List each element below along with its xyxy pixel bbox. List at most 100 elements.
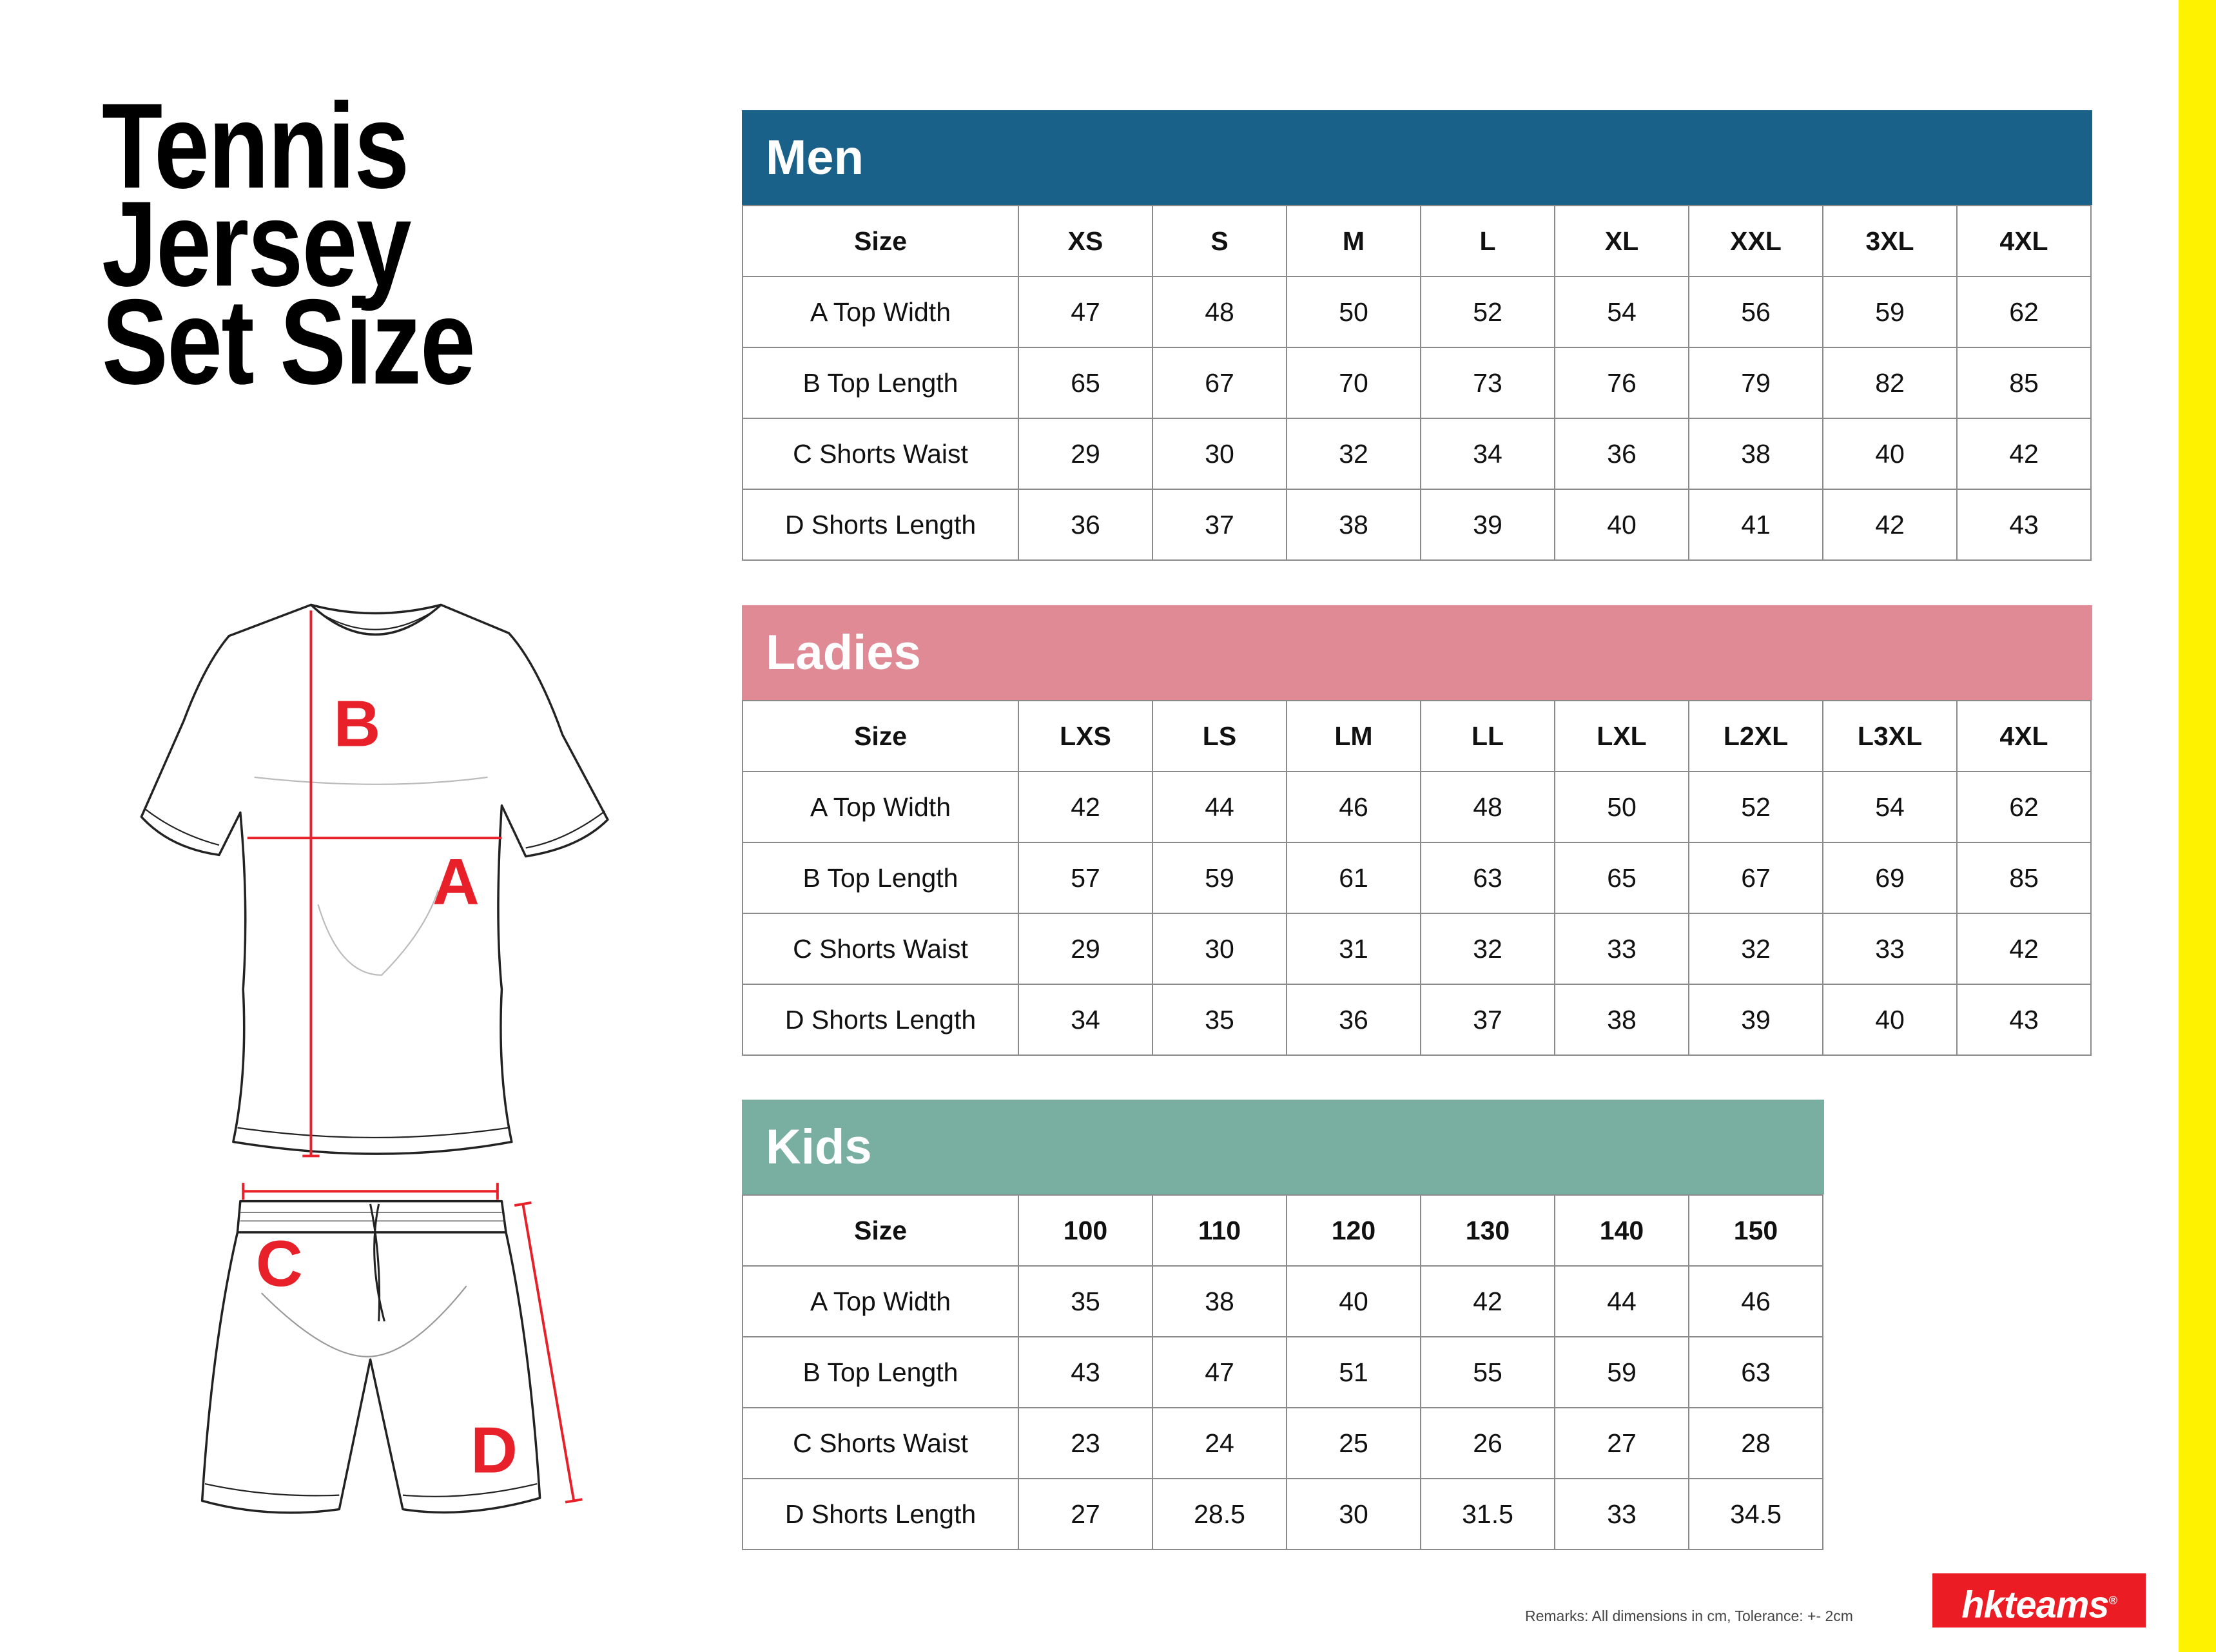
- table-cell: 32: [1420, 913, 1555, 985]
- table-cell: 54: [1822, 771, 1958, 843]
- row-label: B Top Length: [742, 347, 1019, 419]
- table-cell: 43: [1956, 489, 2092, 561]
- table-cell: 46: [1688, 1265, 1823, 1337]
- label-d: D: [471, 1415, 518, 1487]
- row-label: D Shorts Length: [742, 1478, 1019, 1550]
- table-row: B Top Length 65 67 70 73 76 79 82 85: [742, 347, 2092, 419]
- table-cell: 50: [1554, 771, 1689, 843]
- table-cell: 42: [1956, 913, 2092, 985]
- table-cell: 47: [1018, 276, 1153, 348]
- registered-mark: ®: [2108, 1594, 2117, 1607]
- table-cell: 37: [1420, 984, 1555, 1056]
- table-cell: 44: [1152, 771, 1287, 843]
- table-cell: 42: [1420, 1265, 1555, 1337]
- label-b: B: [334, 688, 381, 761]
- ladies-size-table: Ladies Size LXS LS LM LL LXL L2XL L3XL 4XL A Top …: [742, 605, 2092, 1056]
- title-line: Jersey: [102, 176, 411, 311]
- table-cell: 30: [1152, 913, 1287, 985]
- table-cell: 50: [1286, 276, 1421, 348]
- table-cell: 59: [1822, 276, 1958, 348]
- table-cell: 43: [1956, 984, 2092, 1056]
- table-cell: 42: [1018, 771, 1153, 843]
- table-cell: 65: [1554, 842, 1689, 914]
- table-cell: 79: [1688, 347, 1823, 419]
- table-cell: 31.5: [1420, 1478, 1555, 1550]
- row-label: C Shorts Waist: [742, 1407, 1019, 1479]
- table-cell: 34: [1420, 418, 1555, 490]
- table-cell: 30: [1286, 1478, 1421, 1550]
- jersey-icon: [140, 603, 609, 1155]
- measure-d-line: [521, 1203, 576, 1501]
- table-cell: 52: [1420, 276, 1555, 348]
- label-c: C: [256, 1228, 303, 1300]
- table-cell: 40: [1554, 489, 1689, 561]
- table-cell: 82: [1822, 347, 1958, 419]
- table-cell: LS: [1152, 700, 1287, 772]
- section-title: Ladies: [742, 605, 2092, 700]
- table-cell: 76: [1554, 347, 1689, 419]
- table-cell: 130: [1420, 1194, 1555, 1267]
- table-cell: 54: [1554, 276, 1689, 348]
- table-cell: 36: [1018, 489, 1153, 561]
- row-label: C Shorts Waist: [742, 913, 1019, 985]
- table-row: C Shorts Waist 23 24 25 26 27 28: [742, 1407, 1823, 1479]
- table-cell: 47: [1152, 1336, 1287, 1408]
- section-title: Men: [742, 110, 2092, 205]
- table-cell: 140: [1554, 1194, 1689, 1267]
- table-cell: 43: [1018, 1336, 1153, 1408]
- table-cell: 27: [1554, 1407, 1689, 1479]
- table-cell: 34.5: [1688, 1478, 1823, 1550]
- table-cell: 36: [1554, 418, 1689, 490]
- table-cell: 70: [1286, 347, 1421, 419]
- size-header-row: Size 100 110 120 130 140 150: [742, 1194, 1823, 1267]
- table-cell: 61: [1286, 842, 1421, 914]
- table-cell: 36: [1286, 984, 1421, 1056]
- logo-text: hkteams: [1961, 1584, 2109, 1626]
- table-cell: 33: [1554, 1478, 1689, 1550]
- table-cell: 62: [1956, 771, 2092, 843]
- row-label: C Shorts Waist: [742, 418, 1019, 490]
- table-cell: 63: [1420, 842, 1555, 914]
- table-cell: 39: [1688, 984, 1823, 1056]
- table-cell: 48: [1420, 771, 1555, 843]
- table-cell: 120: [1286, 1194, 1421, 1267]
- shorts-icon: [200, 1200, 541, 1514]
- table-cell: 38: [1554, 984, 1689, 1056]
- size-header-row: Size XS S M L XL XXL 3XL 4XL: [742, 205, 2092, 277]
- table-row: D Shorts Length 36 37 38 39 40 41 42 43: [742, 489, 2092, 561]
- table-cell: L3XL: [1822, 700, 1958, 772]
- table-cell: 150: [1688, 1194, 1823, 1267]
- table-cell: 26: [1420, 1407, 1555, 1479]
- row-label: A Top Width: [742, 771, 1019, 843]
- size-header-row: Size LXS LS LM LL LXL L2XL L3XL 4XL: [742, 700, 2092, 772]
- row-label: D Shorts Length: [742, 984, 1019, 1056]
- table-cell: L2XL: [1688, 700, 1823, 772]
- table-cell: 48: [1152, 276, 1287, 348]
- men-size-table: Men Size XS S M L XL XXL 3XL 4XL A Top Width 47 48 5…: [742, 110, 2092, 561]
- table-cell: 46: [1286, 771, 1421, 843]
- table-cell: 23: [1018, 1407, 1153, 1479]
- table-cell: 59: [1554, 1336, 1689, 1408]
- row-label: B Top Length: [742, 1336, 1019, 1408]
- table-cell: XXL: [1688, 205, 1823, 277]
- table-cell: 32: [1286, 418, 1421, 490]
- table-cell: L: [1420, 205, 1555, 277]
- page-title: Tennis Jersey Set Size: [102, 78, 476, 402]
- table-cell: 29: [1018, 913, 1153, 985]
- table-row: B Top Length 57 59 61 63 65 67 69 85: [742, 842, 2092, 914]
- table-cell: LL: [1420, 700, 1555, 772]
- table-cell: 42: [1822, 489, 1958, 561]
- table-cell: 69: [1822, 842, 1958, 914]
- table-cell: 59: [1152, 842, 1287, 914]
- table-cell: 100: [1018, 1194, 1153, 1267]
- table-cell: 41: [1688, 489, 1823, 561]
- measure-lines: [242, 610, 583, 1504]
- table-row: A Top Width 47 48 50 52 54 56 59 62: [742, 276, 2092, 348]
- row-label: Size: [742, 205, 1019, 277]
- table-cell: 40: [1822, 984, 1958, 1056]
- title-line: Tennis: [102, 78, 409, 213]
- table-cell: 32: [1688, 913, 1823, 985]
- table-cell: 28.5: [1152, 1478, 1287, 1550]
- remarks-note: Remarks: All dimensions in cm, Tolerance…: [1525, 1608, 1853, 1624]
- table-cell: XS: [1018, 205, 1153, 277]
